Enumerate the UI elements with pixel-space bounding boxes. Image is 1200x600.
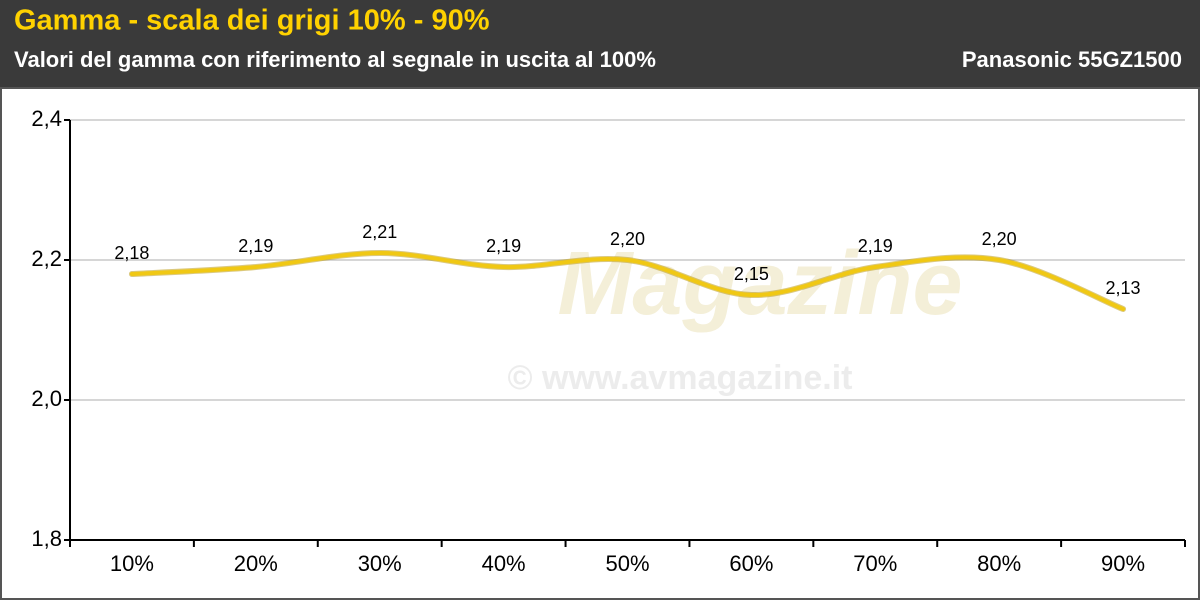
data-line [129,250,1126,311]
value-label: 2,19 [238,236,273,256]
x-tick-label: 30% [358,551,402,576]
value-label: 2,13 [1106,278,1141,298]
value-label: 2,19 [858,236,893,256]
watermark-logo: Magazine [557,234,962,334]
x-tick-label: 10% [110,551,154,576]
x-tick-label: 40% [482,551,526,576]
y-tick-label: 2,0 [31,386,62,411]
x-tick-label: 70% [853,551,897,576]
watermark-url: © www.avmagazine.it [508,359,853,397]
chart-subtitle: Valori del gamma con riferimento al segn… [14,47,656,72]
chart-title: Gamma - scala dei grigi 10% - 90% [14,5,490,37]
x-tick-label: 80% [977,551,1021,576]
x-tick-label: 20% [234,551,278,576]
value-label: 2,20 [610,229,645,249]
x-tick-label: 90% [1101,551,1145,576]
y-tick-label: 2,2 [31,246,62,271]
device-name: Panasonic 55GZ1500 [962,47,1182,72]
value-label: 2,20 [982,229,1017,249]
value-label: 2,19 [486,236,521,256]
header [0,0,1200,88]
x-tick-label: 60% [729,551,773,576]
value-label: 2,21 [362,222,397,242]
value-label: 2,15 [734,264,769,284]
value-label: 2,18 [114,243,149,263]
x-tick-label: 50% [605,551,649,576]
frame [0,87,1200,600]
y-tick-label: 2,4 [31,106,62,131]
y-tick-label: 1,8 [31,526,62,551]
